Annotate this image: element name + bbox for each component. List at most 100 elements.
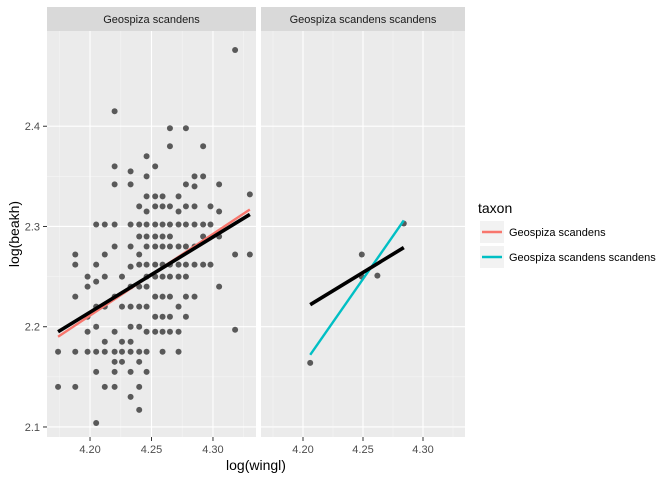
y-axis-title: log(beakh) (6, 201, 22, 267)
scatter-point (200, 173, 207, 180)
legend-label: Geospiza scandens (509, 227, 606, 239)
scatter-point (159, 221, 166, 228)
scatter-point (143, 261, 150, 268)
scatter-point (166, 125, 173, 132)
scatter-point (93, 368, 100, 375)
scatter-point (136, 203, 143, 210)
scatter-point (191, 261, 198, 268)
scatter-point (136, 383, 143, 390)
scatter-point (143, 328, 150, 335)
strip-background (261, 7, 465, 31)
scatter-point (101, 338, 108, 345)
scatter-point (207, 203, 214, 210)
scatter-point (136, 251, 143, 258)
y-axis: 2.1 2.2 2.3 2.4 (25, 121, 47, 434)
scatter-point (159, 328, 166, 335)
scatter-point (152, 328, 159, 335)
scatter-point (127, 243, 134, 250)
scatter-point (182, 203, 189, 210)
scatter-point (118, 348, 125, 355)
scatter-point (136, 323, 143, 330)
scatter-point (101, 251, 108, 258)
legend-entry: Geospiza scandens scandens (480, 246, 656, 268)
scatter-point (111, 368, 118, 375)
scatter-point (152, 203, 159, 210)
scatter-point (111, 358, 118, 365)
scatter-point (72, 293, 79, 300)
scatter-point (159, 243, 166, 250)
scatter-point (166, 233, 173, 240)
scatter-point (232, 251, 239, 258)
scatter-point (175, 208, 182, 215)
scatter-point (111, 221, 118, 228)
scatter-point (175, 261, 182, 268)
scatter-point (127, 338, 134, 345)
scatter-point (182, 261, 189, 268)
x-tick-label: 4.20 (292, 444, 313, 456)
scatter-point (159, 273, 166, 280)
scatter-point (143, 368, 150, 375)
scatter-point (159, 313, 166, 320)
scatter-point (152, 163, 159, 170)
scatter-point (136, 348, 143, 355)
x-tick-label: 4.30 (412, 444, 433, 456)
grid-lines (261, 31, 465, 437)
panel-geospiza-scandens: Geospiza scandens (47, 7, 256, 437)
scatter-point (127, 303, 134, 310)
scatter-point (101, 383, 108, 390)
overall-fit-line (309, 245, 405, 307)
scatter-point (152, 293, 159, 300)
scatter-point (111, 328, 118, 335)
scatter-point (152, 193, 159, 200)
scatter-point (101, 273, 108, 280)
scatter-point (175, 193, 182, 200)
scatter-point (182, 125, 189, 132)
scatter-point (127, 221, 134, 228)
scatter-point (84, 283, 91, 290)
scatter-point (136, 233, 143, 240)
scatter-point (143, 243, 150, 250)
scatter-point (207, 261, 214, 268)
scatter-point (136, 303, 143, 310)
scatter-point (127, 348, 134, 355)
scatter-point (182, 293, 189, 300)
legend-entries: Geospiza scandens Geospiza scandens scand… (480, 221, 656, 268)
taxon-fit-line (309, 219, 405, 356)
scatter-point (159, 293, 166, 300)
scatter-point (143, 283, 150, 290)
scatter-point (55, 383, 62, 390)
scatter-point (166, 221, 173, 228)
scatter-point (175, 328, 182, 335)
scatter-point (93, 221, 100, 228)
scatter-point (72, 261, 79, 268)
scatter-point (166, 243, 173, 250)
scatter-point (72, 348, 79, 355)
scatter-point (143, 348, 150, 355)
scatter-point (175, 303, 182, 310)
scatter-point (84, 348, 91, 355)
fit-lines (57, 208, 251, 338)
scatter-point (118, 273, 125, 280)
scatter-point (216, 181, 223, 188)
scatter-point (166, 273, 173, 280)
strip-label: Geospiza scandens (103, 14, 200, 26)
x-tick-label: 4.30 (202, 444, 223, 456)
y-tick-label: 2.1 (25, 422, 40, 434)
scatter-point (175, 221, 182, 228)
scatter-point (72, 251, 79, 258)
scatter-point (152, 243, 159, 250)
scatter-point (191, 203, 198, 210)
x-tick-label: 4.25 (141, 444, 162, 456)
scatter-point (118, 358, 125, 365)
scatter-point (307, 359, 314, 366)
x-axis-title: log(wingl) (226, 457, 286, 473)
scatter-point (175, 273, 182, 280)
scatter-point (152, 261, 159, 268)
scatter-point (191, 183, 198, 190)
y-tick-label: 2.3 (25, 221, 40, 233)
scatter-point (191, 221, 198, 228)
strip-background (47, 7, 256, 31)
scatter-point (143, 193, 150, 200)
scatter-point (111, 108, 118, 115)
